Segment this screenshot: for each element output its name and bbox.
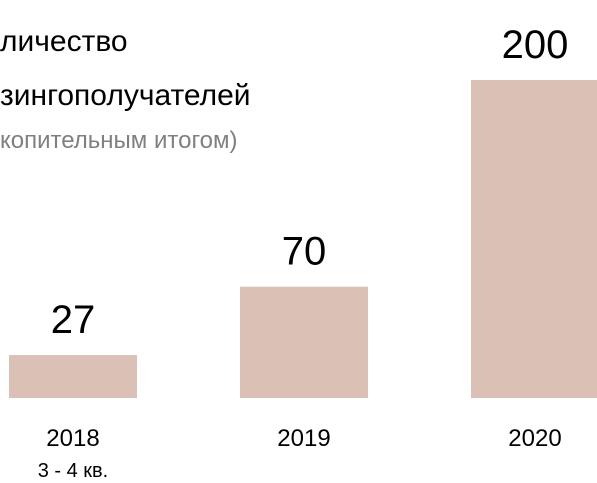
category-note: 3 - 4 кв. [38,460,109,482]
value-label: 27 [51,298,96,342]
bar [471,80,597,398]
bar [9,355,137,398]
value-label: 70 [282,230,327,274]
value-label: 200 [502,23,569,67]
chart-title: личество [0,25,128,58]
x-tick-label: 2020 [508,425,561,452]
bar [240,286,368,398]
chart-title: зингополучателей [0,79,251,112]
x-tick-label: 2018 [46,425,99,452]
x-tick-label: 2019 [277,425,330,452]
chart-subtitle: копительным итогом) [0,127,238,154]
